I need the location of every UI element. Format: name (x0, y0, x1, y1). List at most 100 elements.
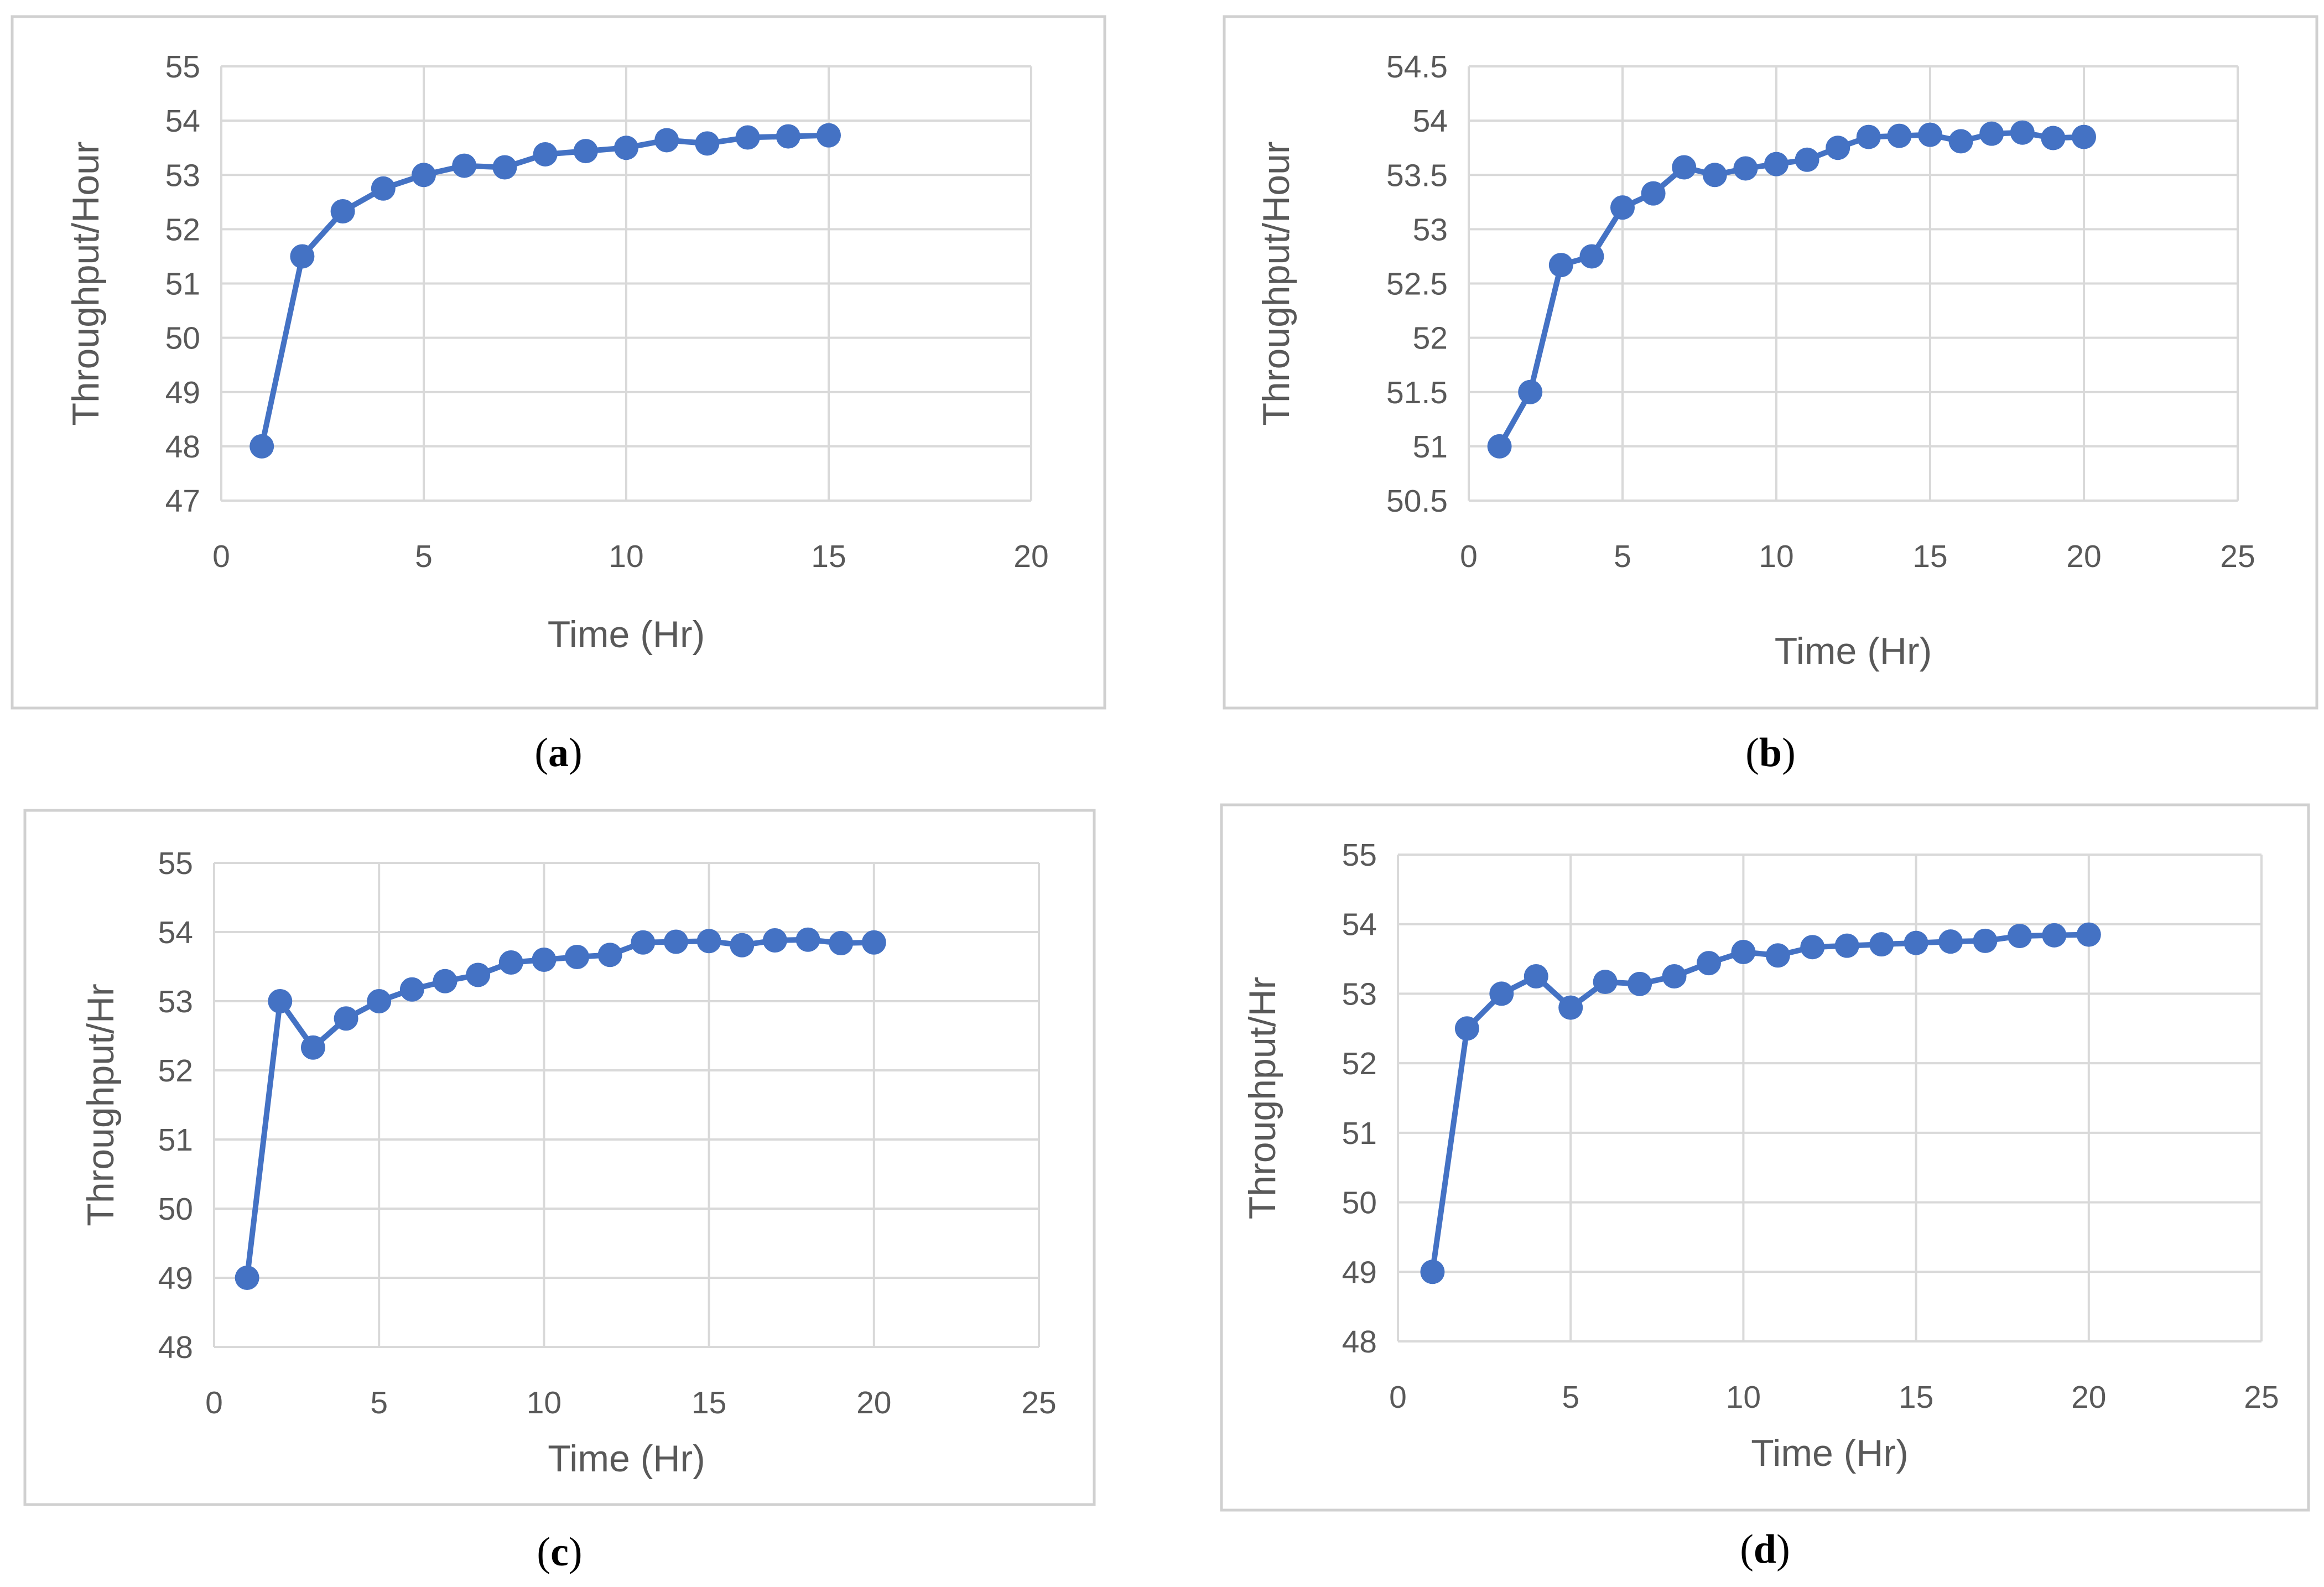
y-tick-label: 50 (158, 1191, 193, 1227)
x-tick-label: 0 (205, 1385, 223, 1421)
caption-c: (c) (537, 1529, 582, 1575)
data-point (1795, 147, 1819, 172)
x-tick-label: 10 (609, 539, 643, 574)
x-tick-label: 5 (1614, 539, 1631, 574)
data-point (371, 176, 396, 201)
data-point (452, 153, 477, 178)
y-axis-title: Throughput/Hr (80, 984, 122, 1226)
caption-d: (d) (1740, 1527, 1790, 1572)
caption-paren-close: ) (1782, 730, 1796, 776)
x-tick-label: 15 (692, 1385, 726, 1421)
y-tick-label: 48 (1342, 1324, 1377, 1360)
y-tick-label: 51 (165, 267, 200, 302)
data-point (367, 989, 392, 1013)
data-point (433, 969, 457, 993)
y-tick-label: 54 (1413, 103, 1448, 139)
data-point (1454, 1016, 1479, 1041)
data-point (1524, 964, 1548, 988)
chart-panel-a: 47 48 49 50 51 52 53 54 55 0 5 10 15 20 Time (Hr) Throu… (11, 15, 1106, 776)
y-tick-label: 53 (165, 158, 200, 193)
data-point (1733, 156, 1758, 181)
chart-frame-c (23, 809, 1096, 1506)
y-tick-label: 55 (165, 49, 200, 85)
data-point (235, 1266, 259, 1290)
data-point (776, 124, 800, 149)
y-tick-label: 54.5 (1386, 49, 1448, 85)
data-point (1731, 940, 1756, 964)
y-tick-label: 54 (165, 103, 200, 139)
data-point (796, 927, 820, 952)
data-point (1800, 935, 1825, 960)
data-point (532, 948, 557, 972)
data-point (1826, 136, 1850, 160)
y-tick-label: 47 (165, 483, 200, 519)
data-point (730, 933, 755, 958)
data-point (1869, 932, 1894, 957)
data-point (1887, 123, 1912, 148)
x-tick-label: 15 (1912, 539, 1947, 574)
y-axis-title: Throughput/Hour (65, 141, 107, 425)
caption-b: (b) (1745, 730, 1795, 776)
caption-letter: a (548, 730, 569, 776)
y-tick-label: 52.5 (1386, 267, 1448, 302)
y-tick-label: 50.5 (1386, 483, 1448, 519)
x-tick-label: 10 (1726, 1380, 1761, 1415)
y-tick-label: 49 (165, 375, 200, 410)
chart-panel-b: 50.5 51 51.5 52 52.5 53 53.5 54 54.5 0 5 10 15 20 25 Ti… (1223, 15, 2318, 776)
caption-letter: c (550, 1529, 569, 1575)
data-point (1662, 964, 1687, 988)
y-tick-label: 48 (165, 429, 200, 465)
data-point (829, 931, 854, 955)
x-tick-label: 20 (2071, 1380, 2106, 1415)
data-point (412, 163, 436, 188)
chart-panel-d: 48 49 50 51 52 53 54 55 0 5 10 15 20 25 Time (Hr) Throu… (1220, 803, 2310, 1572)
data-point (1948, 129, 1973, 154)
data-point (1765, 943, 1790, 968)
chart-panel-c: 48 49 50 51 52 53 54 55 0 5 10 15 20 25 Time (Hr) Throu… (23, 809, 1096, 1575)
data-point (817, 123, 841, 148)
data-point (565, 945, 590, 969)
y-tick-label: 53 (1342, 976, 1377, 1012)
data-point (696, 929, 721, 954)
x-axis-title: Time (Hr) (548, 613, 705, 655)
data-point (1973, 928, 1998, 953)
data-point (498, 950, 523, 975)
data-point (735, 125, 760, 150)
x-tick-label: 10 (1759, 539, 1793, 574)
data-point (597, 943, 622, 967)
chart-frame-b (1223, 15, 2318, 710)
y-tick-label: 50 (1342, 1185, 1377, 1221)
y-tick-label: 48 (158, 1330, 193, 1365)
chart-frame-a (11, 15, 1106, 710)
y-tick-label: 53 (158, 984, 193, 1019)
y-tick-label: 54 (1342, 907, 1377, 943)
data-point (663, 929, 688, 954)
x-axis-title: Time (Hr) (548, 1438, 705, 1480)
data-point (1641, 181, 1666, 206)
x-tick-label: 25 (1021, 1385, 1056, 1421)
caption-a: (a) (534, 730, 582, 776)
y-tick-label: 55 (158, 846, 193, 881)
data-point (1489, 981, 1514, 1006)
caption-paren-open: ( (537, 1529, 550, 1575)
caption-paren-open: ( (534, 730, 548, 776)
x-tick-label: 0 (1460, 539, 1478, 574)
y-tick-label: 49 (1342, 1255, 1377, 1290)
data-point (1593, 970, 1618, 995)
data-point (1856, 124, 1881, 149)
data-point (466, 962, 491, 987)
caption-letter: d (1754, 1527, 1776, 1572)
data-point (1918, 122, 1942, 147)
x-tick-label: 10 (527, 1385, 561, 1421)
data-point (2007, 924, 2032, 949)
data-point (1904, 930, 1928, 955)
data-point (2010, 120, 2035, 145)
y-tick-label: 52 (165, 212, 200, 247)
y-tick-label: 53.5 (1386, 158, 1448, 193)
data-point (1628, 971, 1652, 996)
data-point (1487, 434, 1512, 459)
x-tick-label: 25 (2244, 1380, 2279, 1415)
y-axis-title: Throughput/Hr (1241, 977, 1283, 1219)
data-point (1764, 152, 1789, 176)
